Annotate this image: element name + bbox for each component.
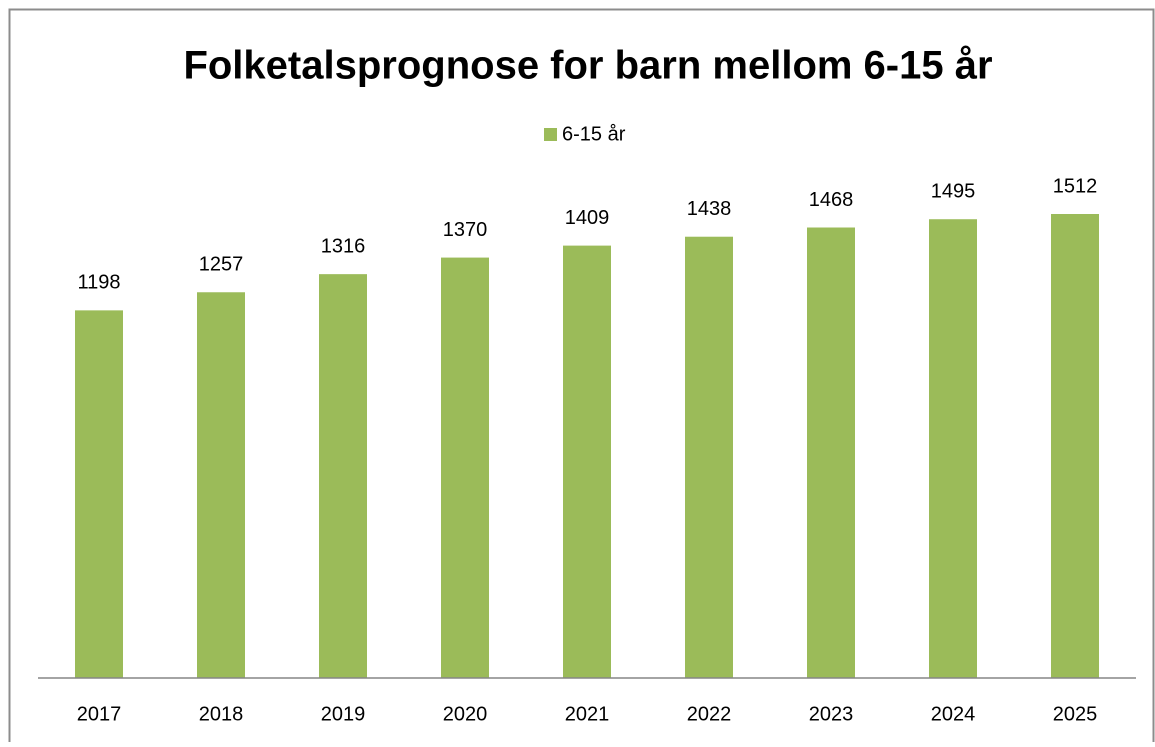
data-label: 1438 — [687, 198, 732, 220]
x-tick-label: 2020 — [443, 703, 488, 725]
data-label: 1198 — [77, 272, 120, 294]
legend-swatch — [544, 128, 557, 141]
bar — [197, 292, 245, 678]
data-label: 1409 — [565, 207, 610, 229]
x-tick-label: 2021 — [565, 703, 610, 725]
x-tick-label: 2017 — [77, 703, 122, 725]
bar — [685, 236, 733, 678]
bar — [563, 245, 611, 678]
x-tick-label: 2023 — [809, 703, 854, 725]
data-label: 1495 — [931, 181, 976, 203]
legend-label: 6-15 år — [562, 123, 626, 145]
bar — [441, 257, 489, 678]
bar — [319, 274, 367, 678]
bar — [929, 219, 977, 679]
data-label: 1257 — [199, 254, 244, 276]
x-tick-label: 2018 — [199, 703, 244, 725]
data-label: 1512 — [1053, 175, 1098, 197]
x-tick-label: 2025 — [1053, 703, 1098, 725]
data-label: 1370 — [443, 219, 488, 241]
chart-title: Folketalsprognose for barn mellom 6-15 å… — [183, 44, 992, 88]
data-label: 1468 — [809, 189, 854, 211]
bar — [807, 227, 855, 678]
x-tick-label: 2022 — [687, 703, 732, 725]
x-tick-label: 2024 — [931, 703, 976, 725]
bar — [75, 310, 123, 678]
data-label: 1316 — [321, 235, 366, 257]
bar — [1051, 214, 1099, 678]
x-tick-label: 2019 — [321, 703, 366, 725]
